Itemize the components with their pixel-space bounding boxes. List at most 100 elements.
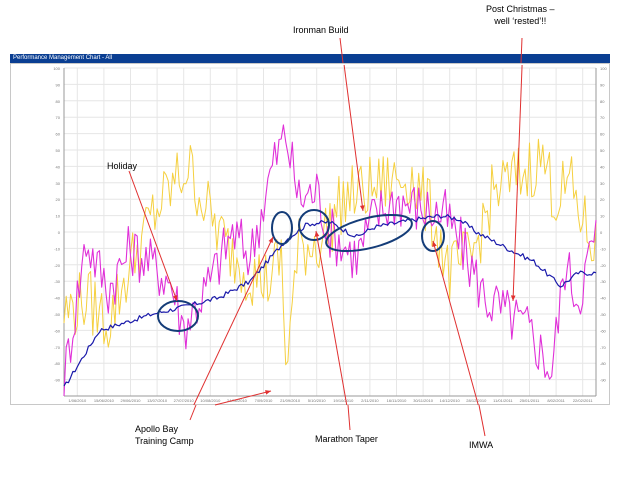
arrow-imwa-head <box>432 241 437 247</box>
y-tick-right: -90 <box>600 378 607 383</box>
y-tick-left: -90 <box>54 378 61 383</box>
arrow-marathon-head <box>314 231 320 237</box>
y-tick-right: -50 <box>600 312 607 317</box>
annotation-holiday: Holiday <box>107 161 138 171</box>
chart-window-title: Performance Management Chart - All <box>13 55 113 61</box>
atl-line <box>63 138 597 366</box>
y-tick-right: -10 <box>600 246 607 251</box>
y-tick-right: -70 <box>600 345 607 350</box>
y-tick-right: 50 <box>600 148 605 153</box>
y-tick-right: 70 <box>600 115 605 120</box>
x-tick-label: 29/06/2010 <box>120 398 141 403</box>
x-axis-labels: 1/06/2010 15/06/2010 29/06/2010 13/07/2010 2… <box>68 398 593 403</box>
ellipse-imwa <box>421 220 445 252</box>
x-tick-label: 11/01/2011 <box>493 398 513 403</box>
y-tick-left: 20 <box>56 197 61 202</box>
x-tick-label: 15/06/2010 <box>94 398 115 403</box>
y-tick-left: 60 <box>56 132 61 137</box>
x-tick-label: 25/01/2011 <box>520 398 540 403</box>
stub-marathon <box>347 404 351 431</box>
arrow-holiday <box>128 170 178 302</box>
y-tick-left: -50 <box>54 312 61 317</box>
annotation-apollo-line1: Apollo Bay <box>135 424 179 434</box>
y-tick-left: 90 <box>56 82 61 87</box>
y-tick-left: 40 <box>56 164 61 169</box>
annotation-post-christmas: Post Christmas – well ‘rested’!! <box>486 3 555 27</box>
ellipse-holiday <box>157 300 199 332</box>
y-tick-right: 80 <box>600 99 605 104</box>
x-tick-label: 8/02/2011 <box>547 398 565 403</box>
arrow-ironman <box>343 64 364 212</box>
arrow-imwa <box>432 240 479 406</box>
y-tick-right: 10 <box>600 214 605 219</box>
pmc-chart: -90 -90 -80 -80 -70 -70 -60 -60 -50 -50 -40 -40 -30 -… <box>53 64 607 406</box>
y-tick-right: -20 <box>600 263 607 268</box>
ctl-line <box>63 214 597 387</box>
y-axis-labels: -90 -90 -80 -80 -70 -70 -60 -60 -50 -50 -40 -40 -30 -… <box>53 66 607 383</box>
x-tick-label: 5/10/2010 <box>308 398 327 403</box>
y-tick-left: -80 <box>54 361 61 366</box>
arrow-apollo-2-head <box>265 390 271 395</box>
y-tick-left: 70 <box>56 115 61 120</box>
y-tick-left: 100 <box>53 66 60 71</box>
x-tick-label: 10/08/2010 <box>200 398 221 403</box>
y-tick-left: -60 <box>54 328 61 333</box>
annotation-post-christmas-line2: well ‘rested’!! <box>494 16 547 26</box>
x-tick-label: 1/06/2010 <box>68 398 87 403</box>
y-tick-right: 90 <box>600 82 605 87</box>
arrow-apollo-2 <box>214 390 272 406</box>
x-tick-label: 14/12/2010 <box>440 398 461 403</box>
series-lines <box>63 124 597 397</box>
y-tick-right: -40 <box>600 296 607 301</box>
chart-window-titlebar: Performance Management Chart - All <box>10 54 610 63</box>
x-tick-label: 13/07/2010 <box>147 398 168 403</box>
ellipse-apollo <box>271 211 293 245</box>
y-tick-right: 20 <box>600 197 605 202</box>
arrow-post-christmas-head <box>510 295 516 301</box>
x-tick-label: 7/09/2010 <box>255 398 274 403</box>
x-tick-label: 30/11/2010 <box>413 398 433 403</box>
x-tick-label: 21/09/2010 <box>280 398 301 403</box>
y-tick-right: 30 <box>600 181 605 186</box>
arrow-marathon <box>315 230 348 406</box>
annotation-marathon-taper: Marathon Taper <box>315 434 378 444</box>
y-tick-right: 40 <box>600 164 605 169</box>
arrow-post-christmas <box>512 64 523 302</box>
y-tick-right: -60 <box>600 328 607 333</box>
x-tick-label: 22/02/2011 <box>573 398 593 403</box>
y-tick-right: 0 <box>600 230 603 235</box>
annotation-apollo-bay: Apollo Bay Training Camp <box>135 423 194 447</box>
y-tick-right: 100 <box>600 66 607 71</box>
y-tick-left: -10 <box>54 246 61 251</box>
tsb-line <box>63 124 597 397</box>
arrow-holiday-head <box>172 295 178 301</box>
ellipse-marathon <box>298 209 330 241</box>
x-tick-label: 16/11/2010 <box>387 398 407 403</box>
annotation-apollo-line2: Training Camp <box>135 436 194 446</box>
stub-apollo <box>189 404 197 421</box>
y-tick-left: -30 <box>54 279 61 284</box>
x-tick-label: 2/11/2010 <box>361 398 379 403</box>
y-tick-left: 0 <box>58 230 61 235</box>
arrow-apollo-head <box>268 237 273 243</box>
arrow-apollo <box>193 236 274 406</box>
ellipse-ironman <box>325 213 413 253</box>
chart-frame: -90 -90 -80 -80 -70 -70 -60 -60 -50 -50 -40 -40 -30 -… <box>10 63 610 406</box>
annotation-ironman-build: Ironman Build <box>293 25 349 35</box>
x-tick-label: 19/10/2010 <box>333 398 354 403</box>
y-tick-left: 30 <box>56 181 61 186</box>
annotation-post-christmas-line1: Post Christmas – <box>486 4 555 14</box>
y-tick-right: -80 <box>600 361 607 366</box>
y-tick-left: -40 <box>54 296 61 301</box>
y-tick-left: -20 <box>54 263 61 268</box>
y-tick-right: 60 <box>600 132 605 137</box>
y-tick-right: -30 <box>600 279 607 284</box>
grid-lines <box>63 67 597 397</box>
annotation-marks <box>128 64 523 406</box>
x-tick-label: 27/07/2010 <box>174 398 195 403</box>
stub-imwa <box>478 404 486 437</box>
arrow-ironman-head <box>359 205 365 211</box>
y-tick-left: 10 <box>56 214 61 219</box>
y-tick-left: 80 <box>56 99 61 104</box>
annotation-imwa: IMWA <box>469 440 494 450</box>
